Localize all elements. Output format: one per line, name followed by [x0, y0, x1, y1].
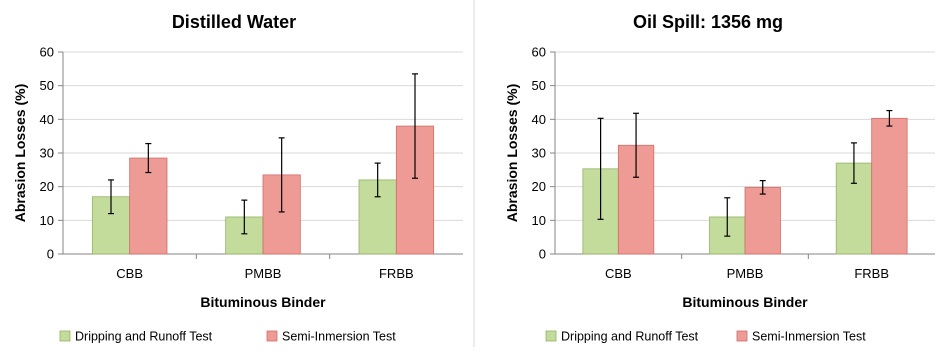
x-axis-title: Bituminous Binder [200, 294, 326, 310]
legend-label: Semi-Inmersion Test [282, 330, 396, 344]
y-tick-label: 20 [532, 179, 546, 194]
y-tick-label: 30 [40, 146, 54, 161]
y-tick-label: 0 [539, 247, 546, 262]
x-tick-label: FRBB [854, 266, 889, 281]
legend-swatch [736, 330, 748, 342]
y-tick-label: 10 [40, 213, 54, 228]
y-tick-label: 0 [47, 247, 54, 262]
y-tick-label: 40 [40, 112, 54, 127]
chart-panel-1: Distilled Water 0 10 20 30 40 50 60 Abrasion Los… [12, 12, 463, 344]
y-tick-label: 50 [532, 78, 546, 93]
legend-swatch [266, 330, 278, 342]
bar-semi-inmersion-pmbb [744, 186, 781, 255]
x-tick-label: FRBB [379, 266, 414, 281]
x-tick-label: CBB [605, 266, 632, 281]
y-tick-label: 30 [532, 146, 546, 161]
chart-title: Oil Spill: 1356 mg [633, 12, 783, 32]
y-axis-title: Abrasion Losses (%) [12, 84, 28, 222]
y-axis-title: Abrasion Losses (%) [504, 84, 520, 222]
x-tick-label: PMBB [245, 266, 282, 281]
bar-semi-inmersion-cbb [129, 157, 168, 255]
y-tick-label: 10 [532, 213, 546, 228]
chart-title: Distilled Water [172, 12, 296, 32]
y-tick-label: 20 [40, 179, 54, 194]
chart-panel-2: Oil Spill: 1356 mg 0 10 20 30 40 50 60 Abrasion … [504, 12, 935, 344]
y-tick-label: 60 [532, 45, 546, 60]
y-tick-label: 40 [532, 112, 546, 127]
legend-swatch [545, 330, 557, 342]
x-axis-title: Bituminous Binder [682, 294, 808, 310]
legend-label: Semi-Inmersion Test [752, 330, 866, 344]
y-tick-label: 60 [40, 45, 54, 60]
x-tick-label: CBB [116, 266, 143, 281]
y-tick-label: 50 [40, 78, 54, 93]
bar-dripping-runoff-cbb [91, 196, 131, 255]
bar-semi-inmersion-cbb [617, 144, 655, 255]
x-tick-label: PMBB [727, 266, 764, 281]
legend-label: Dripping and Runoff Test [75, 330, 213, 344]
bar-semi-inmersion-frbb [871, 117, 908, 255]
legend-swatch [59, 330, 71, 342]
legend-label: Dripping and Runoff Test [561, 330, 699, 344]
